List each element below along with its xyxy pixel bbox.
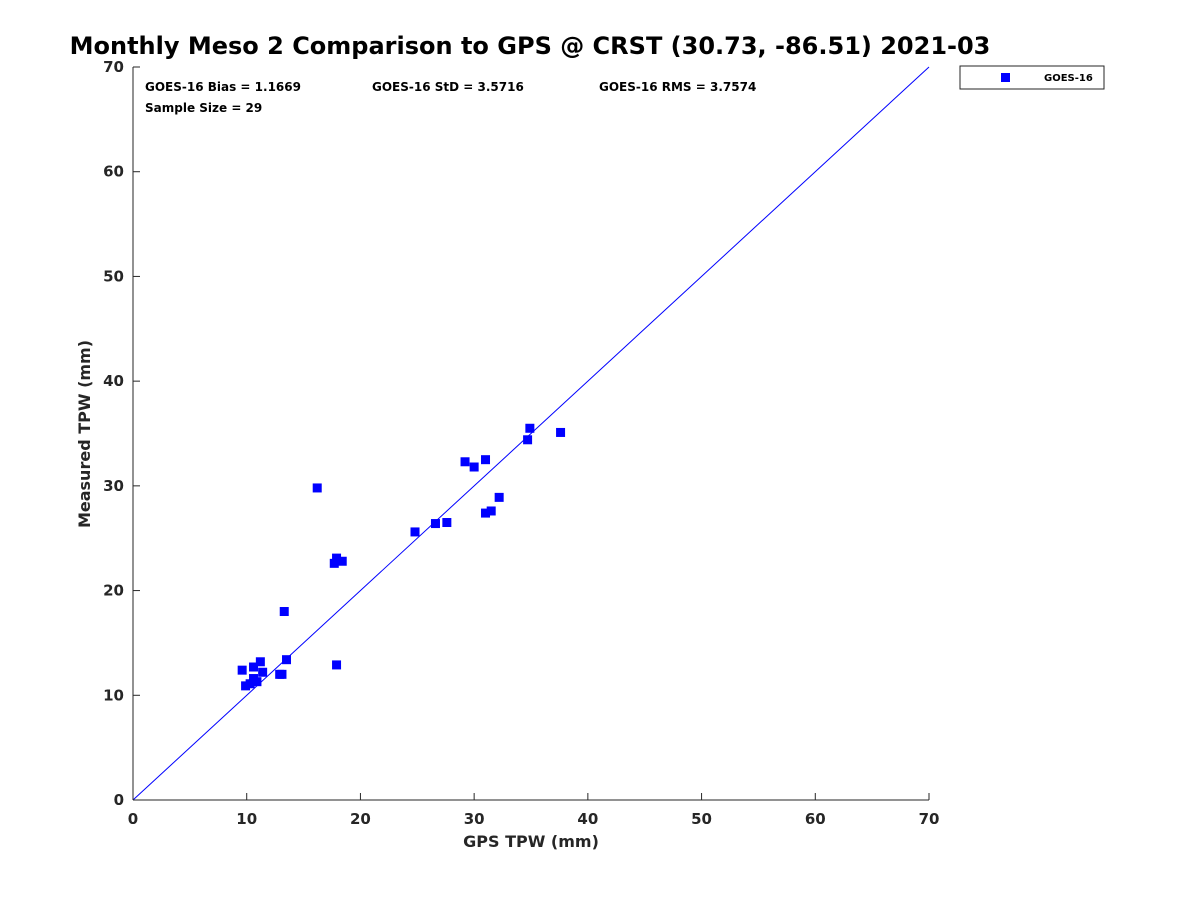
data-point — [258, 667, 268, 677]
data-point — [523, 435, 533, 445]
data-point — [486, 506, 496, 516]
x-tick-label: 40 — [577, 810, 598, 828]
data-point — [241, 681, 251, 691]
stat-bias: GOES-16 Bias = 1.1669 — [145, 80, 301, 94]
data-point — [237, 665, 247, 675]
data-point — [337, 556, 347, 566]
data-point — [275, 669, 285, 679]
y-tick-label: 10 — [103, 686, 124, 704]
data-point — [245, 679, 255, 689]
y-ticks: 0 10 20 30 40 50 60 70 — [103, 58, 140, 809]
data-point — [332, 660, 342, 670]
data-point — [410, 527, 420, 537]
plot-area: 0 10 20 30 40 50 60 70 0 10 20 30 40 50 60 70 — [103, 58, 939, 828]
legend: GOES-16 — [959, 65, 1105, 90]
x-tick-label: 30 — [464, 810, 485, 828]
y-tick-label: 0 — [114, 791, 124, 809]
chart-title: Monthly Meso 2 Comparison to GPS @ CRST … — [70, 32, 991, 60]
legend-label: GOES-16 — [1044, 73, 1093, 84]
data-point — [430, 519, 440, 529]
x-axis-label: GPS TPW (mm) — [463, 832, 599, 851]
x-tick-label: 50 — [691, 810, 712, 828]
data-point — [481, 455, 491, 465]
points — [237, 423, 566, 691]
x-tick-label: 20 — [350, 810, 371, 828]
data-point — [494, 492, 504, 502]
data-point — [332, 553, 342, 563]
y-tick-label: 50 — [103, 267, 124, 285]
data-point — [249, 662, 259, 672]
stat-std: GOES-16 StD = 3.5716 — [372, 80, 524, 94]
data-point — [329, 558, 339, 568]
data-point — [442, 518, 452, 528]
x-tick-label: 0 — [128, 810, 138, 828]
data-point — [252, 677, 262, 687]
stat-sample-size: Sample Size = 29 — [145, 101, 262, 115]
legend-marker — [1001, 73, 1010, 82]
data-point — [282, 655, 292, 665]
data-point — [525, 423, 535, 433]
data-point — [556, 427, 566, 437]
data-point — [469, 462, 479, 472]
legend-box — [959, 65, 1105, 90]
x-ticks: 0 10 20 30 40 50 60 70 — [128, 793, 940, 828]
stat-rms: GOES-16 RMS = 3.7574 — [599, 80, 756, 94]
y-tick-label: 30 — [103, 477, 124, 495]
data-point — [279, 607, 289, 617]
one-to-one-line — [132, 66, 930, 801]
y-tick-label: 70 — [103, 58, 124, 76]
y-tick-label: 40 — [103, 372, 124, 390]
data-point — [255, 657, 265, 667]
x-tick-label: 10 — [236, 810, 257, 828]
data-point — [460, 457, 470, 467]
y-axis-label: Measured TPW (mm) — [75, 340, 94, 528]
y-tick-label: 20 — [103, 582, 124, 600]
x-tick-label: 70 — [919, 810, 940, 828]
y-tick-label: 60 — [103, 163, 124, 181]
reference-line-group — [132, 66, 930, 801]
data-point — [481, 508, 491, 518]
data-point — [312, 483, 322, 493]
x-tick-label: 60 — [805, 810, 826, 828]
